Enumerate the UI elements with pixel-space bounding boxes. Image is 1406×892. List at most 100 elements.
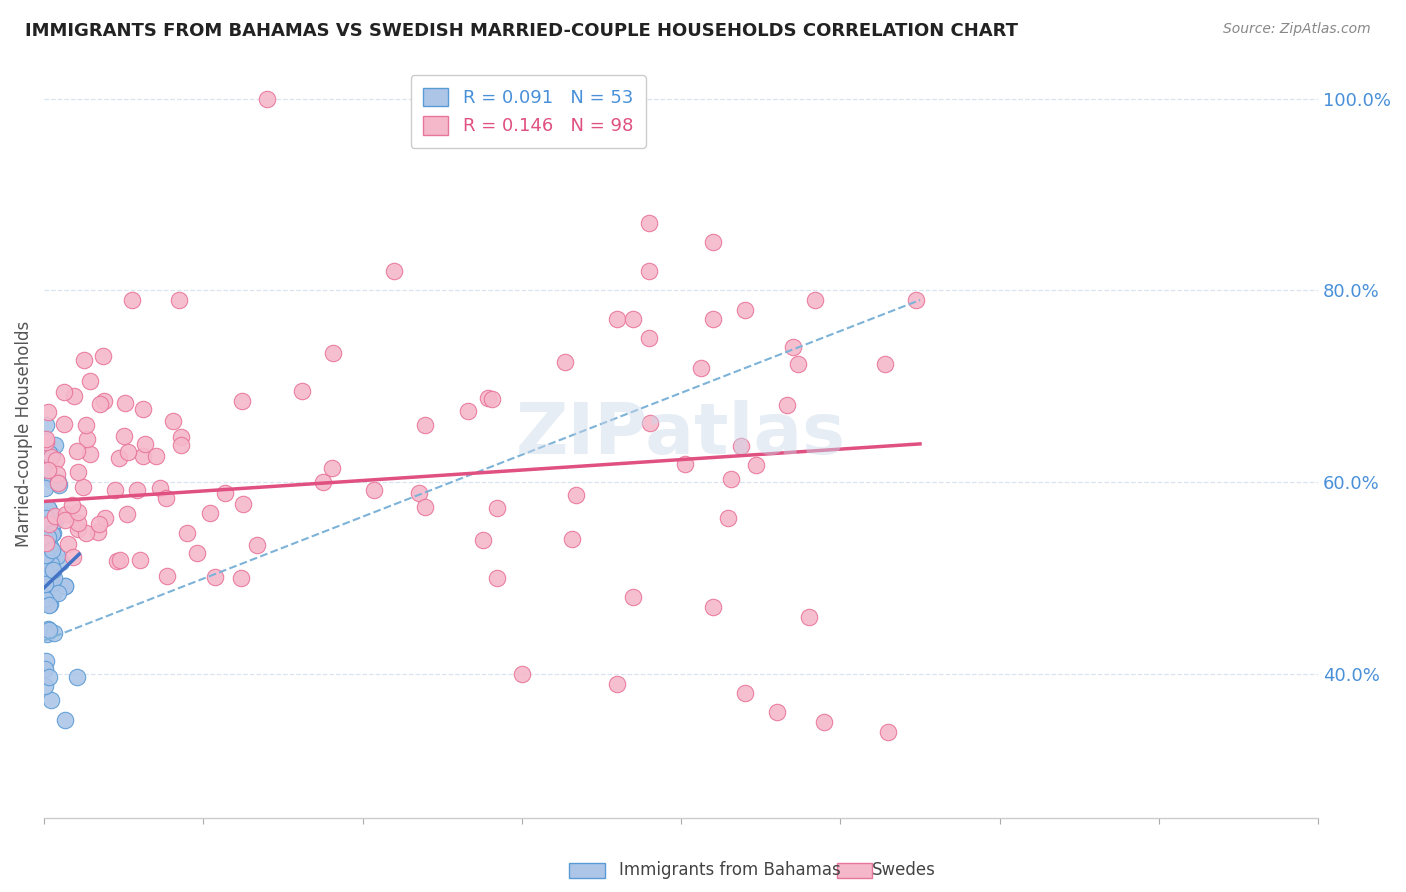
Point bbox=[34, 679, 56, 693]
Point bbox=[804, 293, 827, 307]
Point bbox=[214, 486, 236, 500]
Point bbox=[67, 516, 90, 530]
Point bbox=[232, 497, 254, 511]
Point bbox=[35, 626, 58, 640]
Point bbox=[42, 626, 65, 640]
Point bbox=[52, 384, 75, 399]
Point bbox=[155, 491, 177, 506]
Point bbox=[75, 418, 97, 433]
Point bbox=[34, 548, 56, 562]
Point bbox=[53, 579, 76, 593]
Point bbox=[38, 503, 60, 517]
Point bbox=[765, 706, 787, 720]
Point bbox=[291, 384, 314, 399]
Point bbox=[41, 527, 63, 541]
Point bbox=[702, 235, 724, 250]
Point bbox=[60, 498, 83, 512]
Point bbox=[38, 597, 60, 611]
Point bbox=[117, 445, 139, 459]
Legend: R = 0.091   N = 53, R = 0.146   N = 98: R = 0.091 N = 53, R = 0.146 N = 98 bbox=[411, 75, 645, 148]
Point bbox=[39, 520, 62, 534]
Point bbox=[42, 587, 65, 601]
Point bbox=[55, 507, 77, 521]
Point bbox=[44, 570, 66, 584]
Point bbox=[66, 465, 89, 479]
Text: ZIPatlas: ZIPatlas bbox=[516, 400, 846, 469]
Text: IMMIGRANTS FROM BAHAMAS VS SWEDISH MARRIED-COUPLE HOUSEHOLDS CORRELATION CHART: IMMIGRANTS FROM BAHAMAS VS SWEDISH MARRI… bbox=[25, 22, 1018, 40]
Point bbox=[204, 570, 226, 584]
Text: Source: ZipAtlas.com: Source: ZipAtlas.com bbox=[1223, 22, 1371, 37]
Point bbox=[481, 392, 503, 406]
Point bbox=[34, 576, 56, 591]
Point bbox=[690, 360, 713, 375]
Point bbox=[717, 511, 740, 525]
Point bbox=[91, 349, 114, 363]
Point bbox=[322, 345, 344, 359]
Point bbox=[49, 555, 72, 569]
Point bbox=[413, 417, 436, 432]
Point bbox=[73, 353, 96, 368]
Point bbox=[34, 655, 56, 669]
Point bbox=[38, 446, 60, 460]
Point bbox=[167, 293, 190, 307]
Point bbox=[48, 475, 70, 490]
Point bbox=[35, 432, 58, 446]
Point bbox=[37, 530, 59, 544]
Point bbox=[42, 525, 65, 540]
Point bbox=[606, 312, 628, 326]
Point bbox=[41, 448, 63, 462]
Point bbox=[44, 514, 66, 528]
Point bbox=[782, 340, 804, 354]
Point bbox=[44, 438, 66, 452]
Point bbox=[363, 483, 385, 497]
Point bbox=[129, 553, 152, 567]
Point bbox=[48, 478, 70, 492]
Point bbox=[745, 458, 768, 472]
Point bbox=[797, 609, 820, 624]
Point bbox=[67, 522, 90, 536]
Point bbox=[46, 549, 69, 564]
Point bbox=[486, 571, 509, 585]
Point bbox=[39, 693, 62, 707]
Point bbox=[554, 354, 576, 368]
Point bbox=[41, 473, 63, 487]
Point bbox=[702, 312, 724, 326]
Point bbox=[34, 508, 56, 522]
Point bbox=[105, 554, 128, 568]
Point bbox=[46, 476, 69, 491]
Point bbox=[638, 331, 661, 345]
Point bbox=[39, 450, 62, 464]
Point bbox=[35, 546, 58, 560]
Point bbox=[638, 416, 661, 430]
Point bbox=[34, 662, 56, 676]
Point bbox=[787, 357, 810, 371]
Point bbox=[156, 568, 179, 582]
Point bbox=[62, 549, 84, 564]
Point bbox=[231, 394, 253, 409]
Point bbox=[35, 536, 58, 550]
Text: Immigrants from Bahamas: Immigrants from Bahamas bbox=[619, 861, 841, 879]
Point bbox=[108, 553, 131, 567]
Point bbox=[813, 714, 835, 729]
Point bbox=[134, 436, 156, 450]
Point bbox=[94, 511, 117, 525]
Point bbox=[162, 413, 184, 427]
Point bbox=[256, 92, 278, 106]
Point bbox=[125, 483, 148, 498]
Point bbox=[246, 537, 269, 551]
Point bbox=[121, 293, 143, 307]
Point bbox=[606, 676, 628, 690]
Point bbox=[413, 500, 436, 514]
Point bbox=[720, 472, 742, 486]
Point bbox=[76, 526, 98, 541]
Point bbox=[169, 430, 191, 444]
Point bbox=[35, 528, 58, 542]
Point bbox=[170, 438, 193, 452]
Point bbox=[53, 513, 76, 527]
Point bbox=[638, 264, 661, 278]
Point bbox=[37, 461, 59, 475]
Point bbox=[45, 467, 67, 482]
Point bbox=[114, 396, 136, 410]
Point bbox=[34, 564, 56, 578]
Point bbox=[200, 506, 222, 520]
